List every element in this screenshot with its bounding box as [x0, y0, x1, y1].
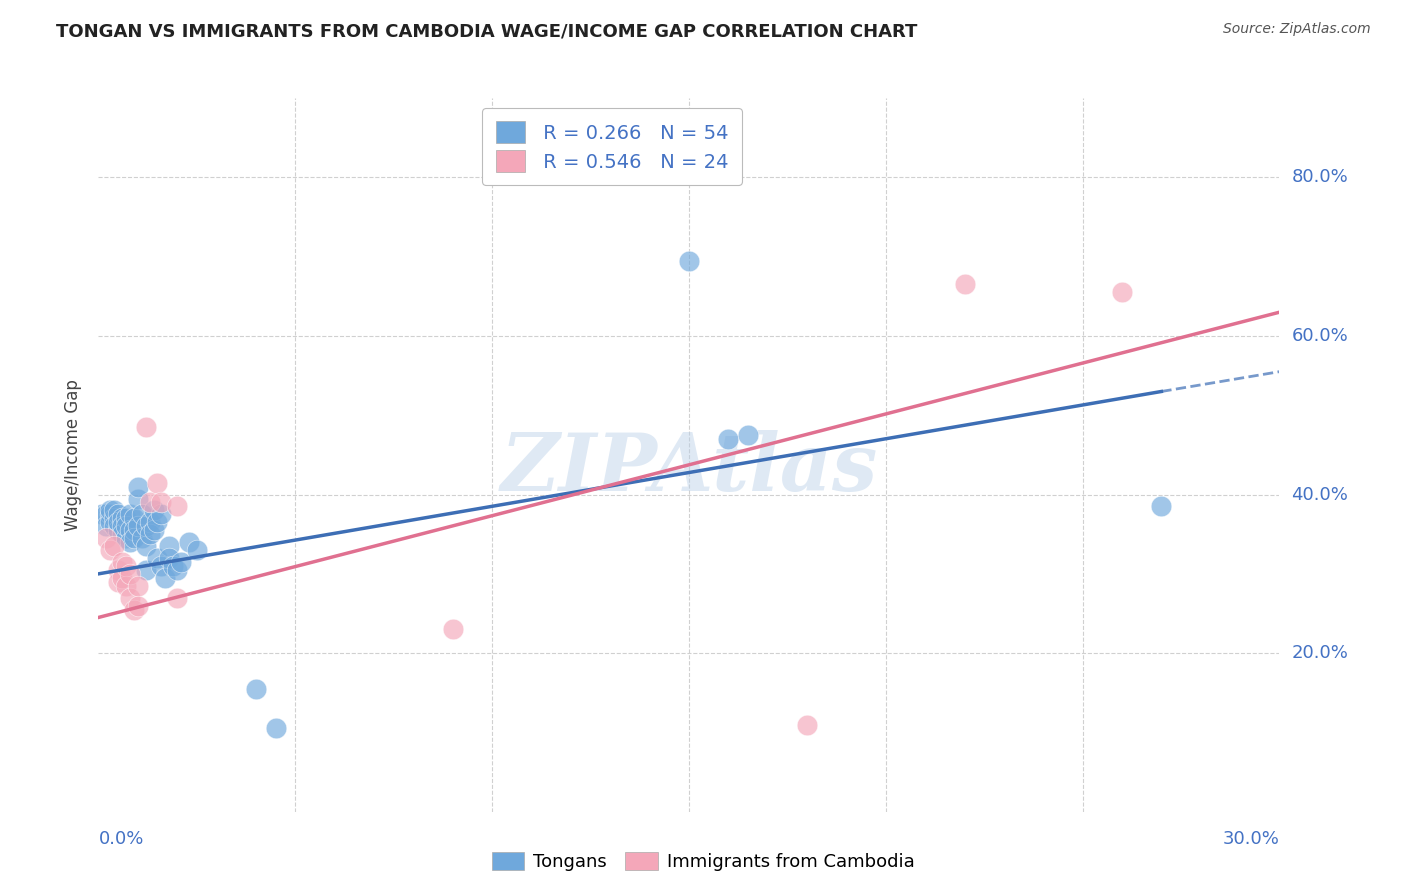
- Point: [127, 599, 149, 613]
- Point: [115, 511, 138, 525]
- Y-axis label: Wage/Income Gap: Wage/Income Gap: [65, 379, 83, 531]
- Point: [115, 519, 138, 533]
- Point: [146, 551, 169, 566]
- Point: [138, 495, 160, 509]
- Point: [127, 491, 149, 506]
- Point: [98, 508, 121, 522]
- Point: [107, 574, 129, 589]
- Point: [127, 579, 149, 593]
- Point: [1111, 285, 1133, 300]
- Point: [157, 551, 180, 566]
- Point: [103, 519, 125, 533]
- Text: Source: ZipAtlas.com: Source: ZipAtlas.com: [1223, 22, 1371, 37]
- Point: [98, 503, 121, 517]
- Point: [111, 511, 134, 525]
- Point: [131, 531, 153, 545]
- Point: [150, 558, 173, 573]
- Point: [162, 558, 184, 573]
- Point: [111, 571, 134, 585]
- Point: [146, 475, 169, 490]
- Point: [157, 539, 180, 553]
- Point: [166, 563, 188, 577]
- Point: [103, 539, 125, 553]
- Point: [796, 717, 818, 731]
- Point: [107, 508, 129, 522]
- Point: [166, 500, 188, 514]
- Point: [122, 531, 145, 545]
- Point: [118, 566, 141, 581]
- Point: [737, 428, 759, 442]
- Point: [127, 480, 149, 494]
- Point: [118, 508, 141, 522]
- Point: [155, 571, 177, 585]
- Text: ZIPAtlas: ZIPAtlas: [501, 431, 877, 508]
- Point: [122, 602, 145, 616]
- Legend:  R = 0.266   N = 54,  R = 0.546   N = 24: R = 0.266 N = 54, R = 0.546 N = 24: [482, 108, 742, 186]
- Point: [115, 558, 138, 573]
- Point: [146, 516, 169, 530]
- Point: [115, 579, 138, 593]
- Legend: Tongans, Immigrants from Cambodia: Tongans, Immigrants from Cambodia: [485, 846, 921, 879]
- Point: [111, 519, 134, 533]
- Point: [91, 508, 114, 522]
- Text: 40.0%: 40.0%: [1291, 485, 1348, 504]
- Point: [118, 535, 141, 549]
- Point: [953, 277, 976, 292]
- Point: [186, 543, 208, 558]
- Point: [678, 253, 700, 268]
- Point: [142, 523, 165, 537]
- Point: [107, 563, 129, 577]
- Text: 20.0%: 20.0%: [1291, 644, 1348, 662]
- Point: [138, 516, 160, 530]
- Point: [96, 508, 118, 522]
- Point: [135, 519, 157, 533]
- Point: [264, 722, 287, 736]
- Point: [135, 563, 157, 577]
- Text: 30.0%: 30.0%: [1223, 830, 1279, 847]
- Point: [135, 420, 157, 434]
- Point: [150, 508, 173, 522]
- Point: [103, 511, 125, 525]
- Point: [107, 523, 129, 537]
- Point: [441, 623, 464, 637]
- Point: [103, 503, 125, 517]
- Point: [166, 591, 188, 605]
- Point: [131, 508, 153, 522]
- Point: [115, 531, 138, 545]
- Text: TONGAN VS IMMIGRANTS FROM CAMBODIA WAGE/INCOME GAP CORRELATION CHART: TONGAN VS IMMIGRANTS FROM CAMBODIA WAGE/…: [56, 22, 918, 40]
- Point: [245, 681, 267, 696]
- Point: [170, 555, 193, 569]
- Point: [118, 591, 141, 605]
- Point: [127, 519, 149, 533]
- Point: [135, 539, 157, 553]
- Point: [1150, 500, 1173, 514]
- Point: [98, 516, 121, 530]
- Point: [717, 432, 740, 446]
- Point: [107, 516, 129, 530]
- Text: 0.0%: 0.0%: [98, 830, 143, 847]
- Point: [122, 511, 145, 525]
- Point: [138, 527, 160, 541]
- Point: [177, 535, 200, 549]
- Point: [111, 527, 134, 541]
- Point: [118, 523, 141, 537]
- Text: 80.0%: 80.0%: [1291, 169, 1348, 186]
- Point: [142, 503, 165, 517]
- Point: [111, 555, 134, 569]
- Point: [96, 519, 118, 533]
- Text: 60.0%: 60.0%: [1291, 327, 1348, 345]
- Point: [150, 495, 173, 509]
- Point: [98, 543, 121, 558]
- Point: [96, 531, 118, 545]
- Point: [122, 523, 145, 537]
